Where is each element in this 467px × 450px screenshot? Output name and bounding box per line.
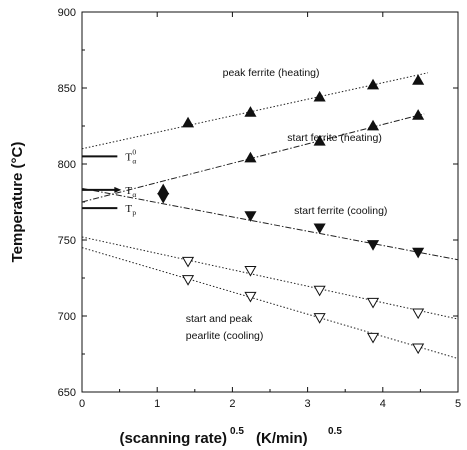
axis-ticks: 0 1 2 3 4 5 650 700 750 800 850 900 (58, 7, 461, 410)
x-axis-title-unit-sup: 0.5 (328, 426, 342, 437)
reference-label-T_alpha: T (125, 185, 132, 197)
fit-line (81, 236, 459, 320)
x-tick-label: 1 (154, 398, 160, 410)
fit-line (81, 187, 459, 261)
data-point-filled-triangle (366, 240, 380, 251)
series-annotation: start ferrite (cooling) (294, 205, 387, 217)
reference-label-sub: α (132, 190, 136, 199)
data-point-filled-triangle (412, 74, 425, 85)
y-tick-label: 900 (58, 7, 76, 19)
x-tick-label: 0 (79, 398, 85, 410)
annotations: peak ferrite (heating) start ferrite (hea… (186, 67, 388, 342)
data-point-filled-triangle (157, 193, 170, 204)
data-point-filled-triangle (157, 183, 170, 195)
y-tick-label: 700 (58, 311, 76, 323)
y-tick-label: 650 (58, 387, 76, 399)
data-point-open-triangle (412, 308, 425, 320)
reference-label-sup: 0 (132, 147, 136, 156)
data-point-filled-triangle (244, 211, 257, 222)
x-axis-title: (scanning rate) (119, 430, 227, 447)
series-annotation: start ferrite (heating) (287, 132, 382, 144)
series-annotation: peak ferrite (heating) (223, 67, 320, 79)
fit-line (81, 247, 459, 360)
x-axis-title-unit: (K/min) (256, 430, 308, 447)
data-point-filled-triangle (181, 116, 195, 128)
data-point-open-triangle (313, 285, 326, 297)
data-point-filled-triangle (244, 151, 257, 163)
data-point-open-triangle (313, 313, 326, 324)
data-point-open-triangle (366, 297, 380, 309)
data-point-open-triangle (244, 291, 257, 303)
reference-label-sub: p (132, 208, 136, 217)
x-tick-label: 3 (305, 398, 311, 410)
data-point-filled-triangle (313, 223, 326, 235)
x-tick-label: 4 (380, 398, 386, 410)
y-axis-title: Temperature (°C) (9, 142, 26, 263)
data-point-open-triangle (181, 256, 195, 268)
data-point-filled-triangle (412, 109, 425, 120)
series-annotation: start and peak (186, 313, 253, 325)
arrow-icon (114, 186, 122, 193)
data-point-filled-triangle (412, 247, 425, 259)
reference-label-T_alpha_0: T (125, 151, 132, 163)
fit-lines (81, 72, 459, 360)
data-point-filled-triangle (366, 119, 380, 131)
y-tick-label: 750 (58, 235, 76, 247)
data-point-filled-triangle (313, 134, 326, 146)
data-point-filled-triangle (366, 78, 380, 90)
data-point-open-triangle (366, 332, 380, 344)
x-axis-title-sup: 0.5 (230, 426, 244, 437)
y-tick-label: 850 (58, 83, 76, 95)
data-point-filled-triangle (313, 90, 326, 102)
data-point-filled-triangle (244, 106, 257, 117)
series-annotation: pearlite (cooling) (186, 330, 264, 342)
reference-label-sub: α (132, 156, 136, 165)
data-point-open-triangle (181, 275, 195, 286)
y-tick-label: 800 (58, 159, 76, 171)
data-point-open-triangle (244, 266, 257, 277)
data-points (157, 74, 425, 355)
x-tick-label: 5 (455, 398, 461, 410)
reference-label-T_p: T (125, 203, 132, 215)
data-point-open-triangle (412, 343, 425, 355)
x-tick-label: 2 (229, 398, 235, 410)
